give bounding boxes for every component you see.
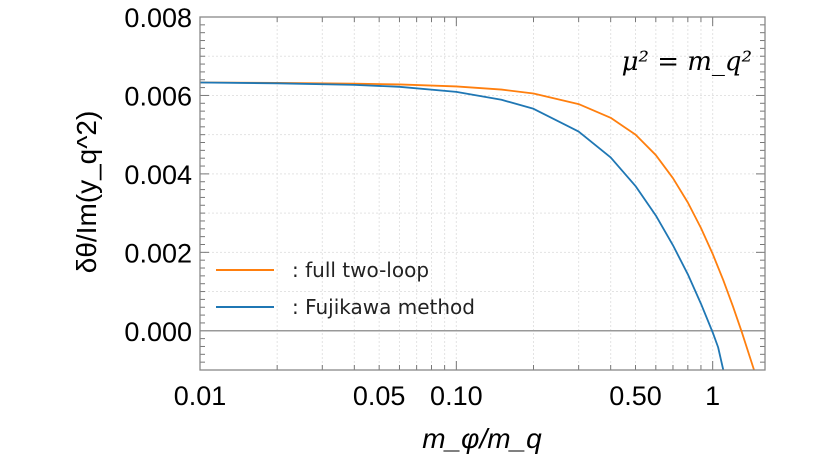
series-line-full-two-loop <box>199 81 755 371</box>
legend-label-fujikawa: : Fujikawa method <box>292 295 475 319</box>
x-tick-label: 1 <box>705 381 720 411</box>
ticks <box>199 16 765 371</box>
annotation: μ² = m_q² <box>622 47 752 77</box>
series-line-fujikawa <box>199 81 725 371</box>
legend-label-full-two-loop: : full two-loop <box>292 258 429 282</box>
y-tick-label: 0.004 <box>124 160 192 190</box>
y-tick-label: 0.006 <box>124 81 192 111</box>
series-group <box>199 81 755 371</box>
x-tick-label: 0.01 <box>174 381 227 411</box>
y-tick-label: 0.008 <box>124 3 192 33</box>
y-tick-label: 0.000 <box>124 317 192 347</box>
plot-frame <box>199 16 766 371</box>
legend: : full two-loop : Fujikawa method <box>216 258 475 319</box>
x-tick-label: 0.50 <box>609 381 662 411</box>
x-tick-label: 0.10 <box>430 381 483 411</box>
y-axis-label: δθ/Im(y_q^2) <box>71 111 102 274</box>
x-axis-label: m_φ/m_q <box>422 423 542 454</box>
grid <box>199 16 765 371</box>
x-tick-label: 0.05 <box>353 381 406 411</box>
tick-labels: 0.01 0.05 0.10 0.50 1 0.000 0.002 0.004 0.006 0.0… <box>124 3 720 411</box>
y-tick-label: 0.002 <box>124 238 192 268</box>
